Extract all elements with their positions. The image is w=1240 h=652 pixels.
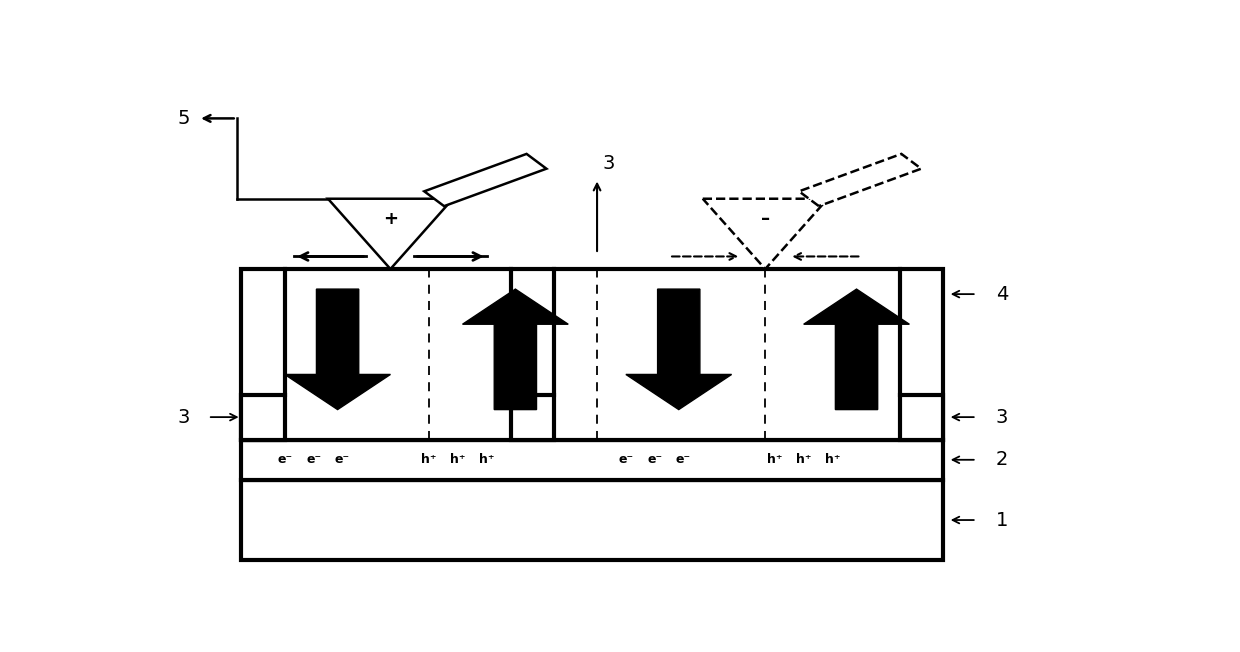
Text: 4: 4 <box>996 285 1008 304</box>
Bar <box>242 269 942 439</box>
Bar <box>242 480 942 560</box>
Text: e⁻: e⁻ <box>278 453 293 466</box>
Text: e⁻: e⁻ <box>619 453 634 466</box>
Text: h⁺: h⁺ <box>796 453 811 466</box>
Text: 5: 5 <box>177 109 190 128</box>
Polygon shape <box>463 289 568 409</box>
Bar <box>242 439 942 480</box>
Polygon shape <box>424 154 547 206</box>
Polygon shape <box>285 289 391 409</box>
Text: –: – <box>760 210 770 228</box>
Text: h⁺: h⁺ <box>479 453 495 466</box>
Polygon shape <box>327 199 453 269</box>
Polygon shape <box>804 289 909 409</box>
Text: e⁻: e⁻ <box>676 453 691 466</box>
Bar <box>242 394 285 439</box>
Polygon shape <box>703 199 828 269</box>
Text: 1: 1 <box>996 511 1008 529</box>
Text: 3: 3 <box>603 154 615 173</box>
Text: +: + <box>383 210 398 228</box>
Text: h⁺: h⁺ <box>768 453 782 466</box>
Bar <box>511 394 554 439</box>
Text: e⁻: e⁻ <box>306 453 321 466</box>
Polygon shape <box>626 289 732 409</box>
Text: e⁻: e⁻ <box>335 453 350 466</box>
Text: h⁺: h⁺ <box>422 453 436 466</box>
Bar <box>900 394 942 439</box>
Text: 2: 2 <box>996 451 1008 469</box>
Polygon shape <box>799 154 921 206</box>
Text: e⁻: e⁻ <box>647 453 662 466</box>
Text: h⁺: h⁺ <box>825 453 841 466</box>
Text: 3: 3 <box>177 408 190 426</box>
Text: h⁺: h⁺ <box>450 453 465 466</box>
Text: 3: 3 <box>996 408 1008 426</box>
